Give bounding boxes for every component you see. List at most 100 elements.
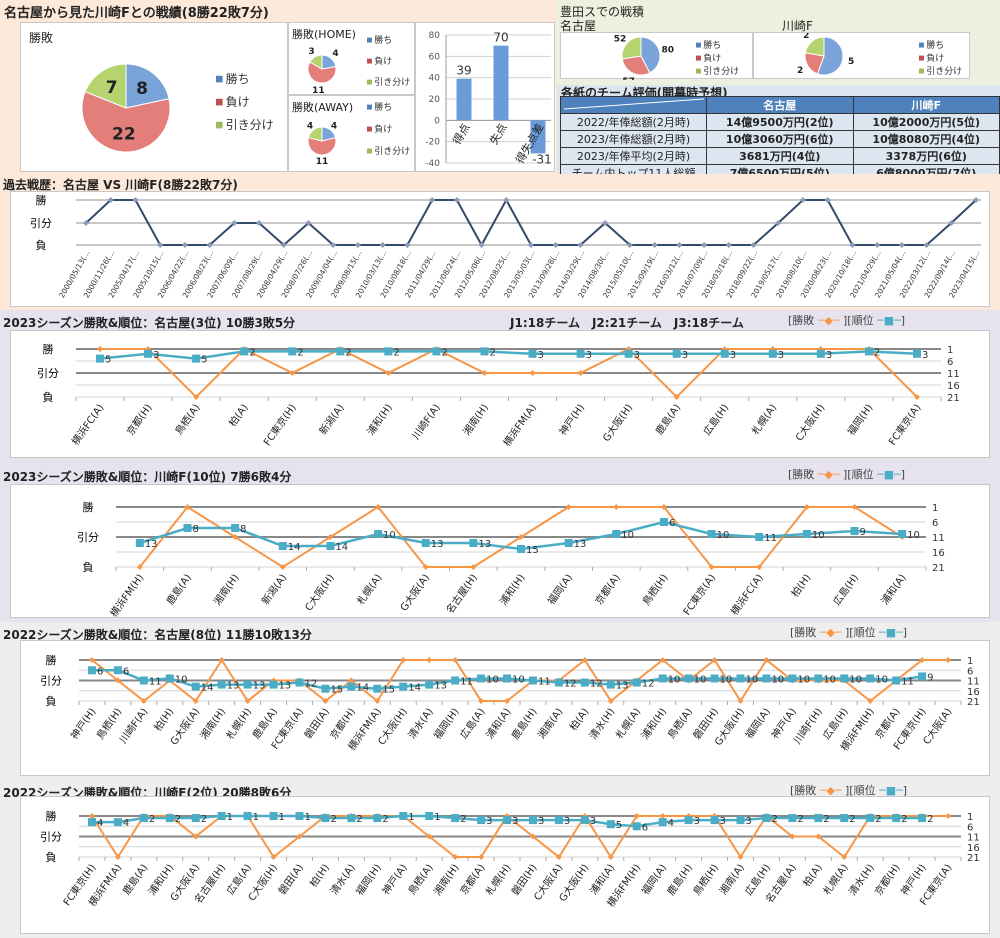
y-tick-label: 80	[429, 31, 441, 41]
rank-point	[480, 347, 489, 356]
rank-data-label: 12	[305, 679, 318, 690]
rank-point	[165, 674, 174, 683]
table-row: 2023/年俸平均(2月時) 3681万円(4位) 3378万円(6位)	[560, 147, 1000, 165]
rank-data-label: 10	[849, 674, 862, 685]
x-tick-label: 札幌(A)	[613, 705, 644, 741]
bar	[493, 45, 509, 121]
rank-data-label: 12	[642, 679, 655, 690]
x-tick-label: 湘南(A)	[716, 861, 747, 897]
y-tick-label: 60	[429, 52, 441, 62]
rank-point	[503, 816, 512, 825]
result-point	[192, 833, 199, 840]
rank-point	[864, 347, 873, 356]
slice-label: 11	[316, 157, 329, 167]
rank-tick-label: 11	[967, 677, 980, 688]
x-tick-label: 横浜FM(H)	[107, 571, 146, 619]
x-tick-label: 柏(H)	[151, 705, 176, 733]
win-slice	[816, 36, 844, 76]
rank-tick-label: 11	[947, 369, 960, 380]
rank-point	[736, 674, 745, 683]
rank-point	[191, 814, 200, 823]
rank-data-label: 5	[105, 355, 111, 366]
legend-swatch-icon	[367, 79, 372, 85]
result-point	[803, 504, 810, 510]
x-tick-label: 柏(A)	[567, 705, 592, 733]
x-tick-label: 鹿島(H)	[664, 861, 695, 897]
x-tick-label: 湘南(H)	[431, 861, 462, 897]
rank-point	[144, 349, 153, 358]
rank-point	[892, 814, 901, 823]
slice-label: 3	[308, 47, 314, 57]
data-point	[379, 242, 386, 248]
rank-data-label: 4	[97, 818, 103, 829]
data-point	[626, 242, 633, 248]
rank-point	[183, 524, 192, 532]
result-point	[422, 564, 429, 570]
rank-data-label: 3	[682, 350, 688, 361]
result-point	[375, 504, 382, 510]
result-point	[581, 657, 588, 663]
rank-tick-label: 6	[967, 666, 973, 677]
rank-data-label: 13	[227, 681, 240, 692]
rank-point	[788, 674, 797, 683]
slice-label: 4	[331, 122, 337, 132]
data-label: -31	[532, 152, 552, 166]
x-tick-label: 柏(A)	[226, 401, 251, 429]
rank-point	[866, 674, 875, 683]
rank-tick-label: 16	[967, 687, 980, 698]
rank-data-label: 13	[434, 681, 447, 692]
rank-data-label: 11	[149, 677, 162, 688]
x-tick-label: 湘南(H)	[197, 705, 228, 741]
x-tick-label: 広島(H)	[700, 401, 731, 437]
rank-point	[892, 676, 901, 685]
rank-data-label: 2	[382, 814, 388, 825]
data-point	[280, 242, 287, 248]
data-point	[404, 242, 411, 248]
y-level-label: 勝	[46, 653, 57, 667]
legend-label: 負け	[226, 95, 250, 109]
toyota-section: 豊田スでの戦積 名古屋 川崎F 805752勝ち負け引き分け 522勝ち負け引き…	[557, 0, 1000, 87]
column-header: 名古屋	[706, 96, 854, 114]
result-legend-icon: ─◆─	[819, 784, 842, 797]
rank-point	[517, 545, 525, 553]
x-tick-label: 札幌(A)	[354, 571, 385, 607]
result-point	[426, 657, 433, 663]
legend-rank-label: ][順位	[843, 314, 874, 327]
rank-point	[217, 812, 226, 820]
result-point	[193, 394, 200, 400]
rank-data-label: 5	[201, 355, 207, 366]
result-point	[815, 833, 822, 840]
data-label: 70	[493, 31, 508, 45]
result-point	[348, 677, 355, 684]
x-tick-label: 横浜FM(A)	[500, 401, 539, 449]
x-tick-label: 清水(H)	[586, 705, 617, 741]
result-point	[218, 657, 225, 663]
result-point	[841, 854, 848, 860]
x-tick-label: 柏(H)	[307, 861, 332, 889]
legend-swatch-icon	[696, 42, 701, 48]
legend-label: 勝ち	[374, 101, 392, 113]
rank-point	[477, 674, 486, 683]
rank-data-label: 2	[460, 814, 466, 825]
rank-line	[99, 350, 918, 360]
y-level-label: 勝	[43, 342, 54, 356]
column-header: 川崎F	[852, 96, 1000, 114]
x-tick-label: 柏(A)	[800, 861, 825, 889]
rank-point	[814, 674, 823, 683]
data-point	[552, 242, 559, 248]
row-label: 2022/年俸総額(2月時)	[560, 113, 707, 131]
result-point	[555, 854, 562, 860]
result-point	[660, 504, 667, 510]
slice-label: 52	[614, 34, 627, 44]
rank-point	[684, 674, 693, 683]
data-point	[799, 197, 806, 203]
rank-point	[788, 814, 797, 823]
rank-point	[217, 680, 226, 689]
data-point	[750, 242, 757, 248]
rank-point	[425, 812, 434, 820]
rank-data-label: 10	[512, 674, 525, 685]
x-tick-label: G大阪(A)	[397, 571, 432, 613]
slice-label: 11	[312, 86, 325, 96]
result-point	[296, 833, 303, 840]
data-point	[330, 242, 337, 248]
